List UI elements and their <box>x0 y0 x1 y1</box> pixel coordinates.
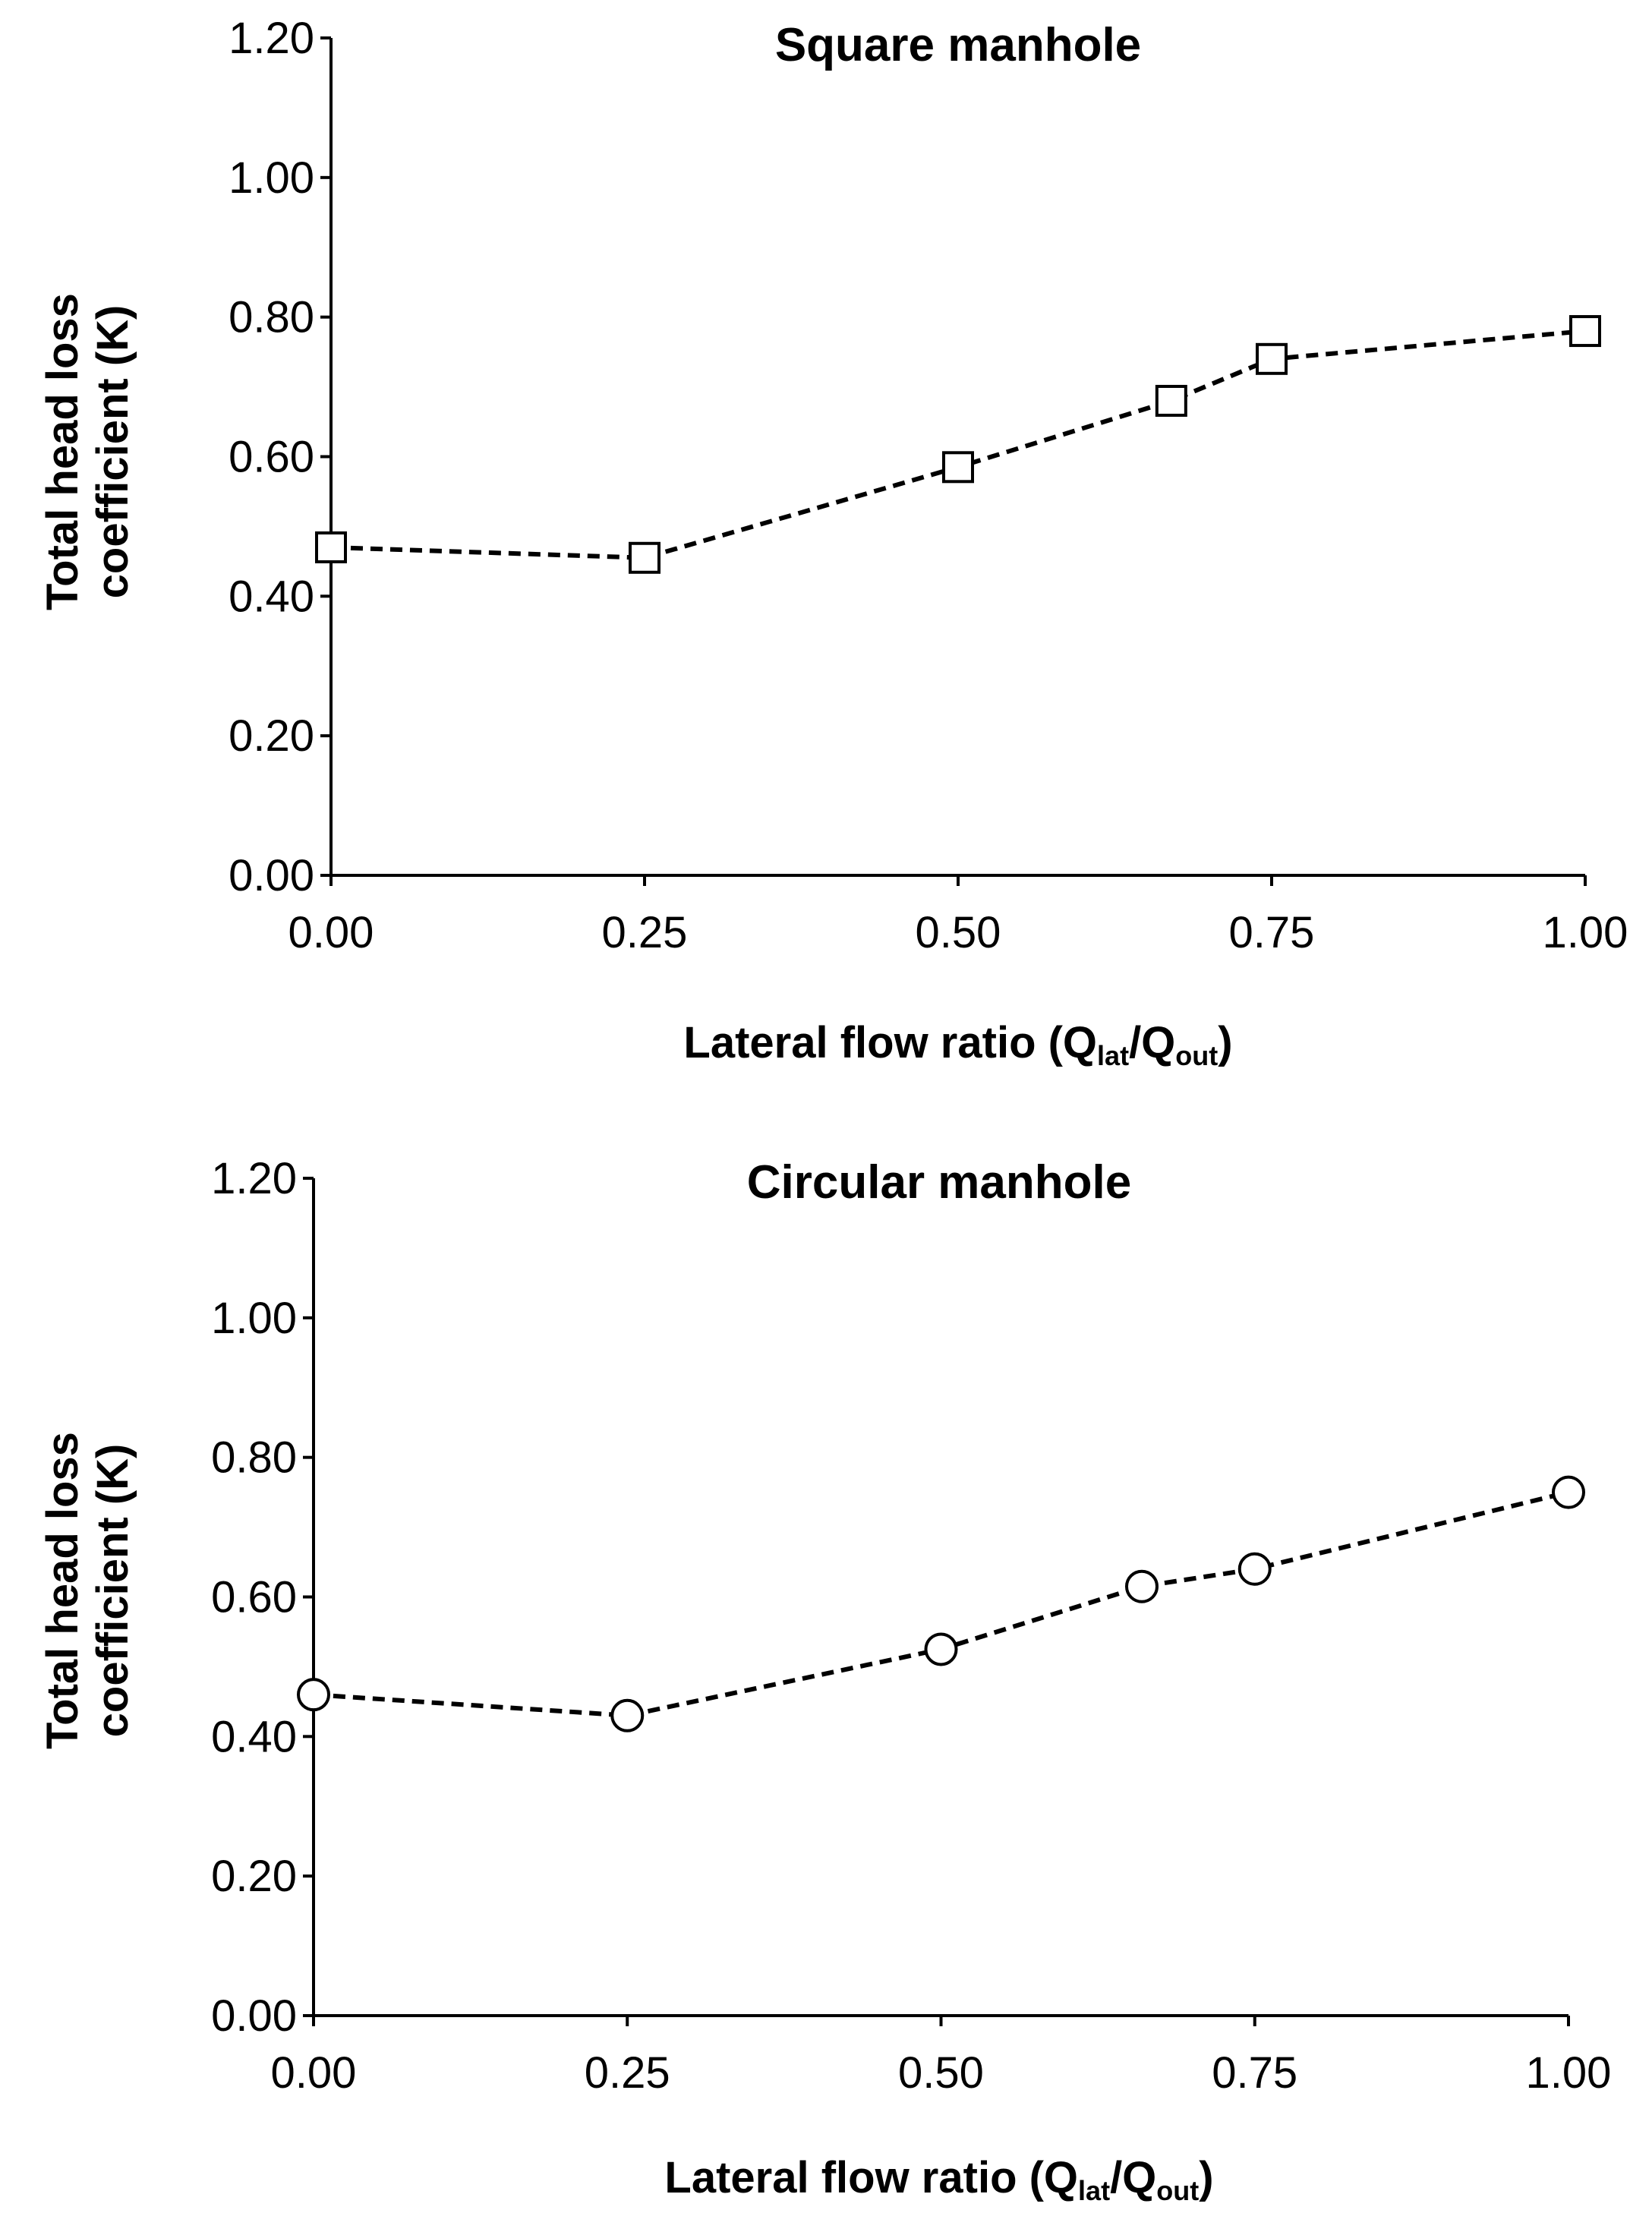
data-point-square <box>1155 384 1187 417</box>
x-tick-label: 1.00 <box>1543 908 1628 957</box>
x-tick-label: 1.00 <box>1526 2048 1612 2098</box>
data-point-circle <box>1124 1569 1159 1603</box>
y-axis-title: Total head loss coefficient (K) <box>38 1432 137 1749</box>
data-point-square <box>1256 342 1288 375</box>
chart-title: Circular manhole <box>747 1156 1131 1209</box>
y-tick-label: 0.00 <box>229 851 314 900</box>
square-manhole-chart: Square manhole Total head loss coefficie… <box>38 14 1628 1071</box>
x-tick-label: 0.25 <box>602 908 688 957</box>
x-tick-label: 0.25 <box>585 2048 670 2098</box>
y-tick-label: 1.20 <box>229 14 314 63</box>
data-point-circle <box>1237 1552 1272 1586</box>
x-axis-title-close: ) <box>1218 1018 1232 1067</box>
y-axis-title: Total head loss coefficient (K) <box>38 293 137 610</box>
y-tick-label: 0.80 <box>229 293 314 342</box>
data-point-circle <box>924 1632 958 1666</box>
y-tick-label: 0.20 <box>211 1852 297 1901</box>
series-line <box>313 1490 1569 1718</box>
x-axis-title-slash-q: /Q <box>1129 1018 1175 1067</box>
y-tick-label: 1.20 <box>211 1154 297 1203</box>
x-tick-label: 0.75 <box>1229 908 1315 957</box>
x-axis-title-subscript-lat: lat <box>1078 2175 1110 2206</box>
x-axis-title-main: Lateral flow ratio (Q <box>664 2153 1078 2202</box>
y-tick-label: 0.60 <box>211 1573 297 1622</box>
data-point-square <box>315 531 347 563</box>
x-tick-label: 0.50 <box>916 908 1001 957</box>
y-tick-label: 0.20 <box>229 711 314 761</box>
series-line <box>330 329 1586 560</box>
data-point-circle <box>297 1678 330 1712</box>
x-tick-label: 0.75 <box>1212 2048 1297 2098</box>
data-point-circle <box>610 1698 645 1732</box>
x-tick-label: 0.00 <box>288 908 374 957</box>
x-axis-title-slash-q: /Q <box>1110 2153 1156 2202</box>
y-axis-title-line-1: Total head loss <box>38 1432 87 1749</box>
y-axis-title-line-2: coefficient (K) <box>88 305 137 599</box>
x-axis-title-subscript-out: out <box>1175 1040 1218 1071</box>
x-tick-label: 0.50 <box>898 2048 984 2098</box>
y-axis-title-line-2: coefficient (K) <box>88 1444 137 1738</box>
x-axis-title: Lateral flow ratio (Qlat/Qout) <box>683 1018 1232 1071</box>
y-tick-label: 0.00 <box>211 1991 297 2041</box>
data-point-square <box>942 451 974 484</box>
y-tick-label: 0.40 <box>229 572 314 621</box>
y-tick-label: 1.00 <box>229 153 314 203</box>
chart-title: Square manhole <box>775 19 1141 71</box>
y-tick-label: 0.40 <box>211 1712 297 1761</box>
x-tick-label: 0.00 <box>271 2048 357 2098</box>
x-axis-title-subscript-lat: lat <box>1097 1040 1129 1071</box>
data-point-square <box>1569 315 1601 348</box>
x-axis-title-close: ) <box>1199 2153 1213 2202</box>
x-axis-title-subscript-out: out <box>1156 2175 1199 2206</box>
data-point-square <box>629 541 660 574</box>
y-tick-label: 1.00 <box>211 1294 297 1343</box>
x-axis-title: Lateral flow ratio (Qlat/Qout) <box>664 2153 1213 2206</box>
circular-manhole-chart: Circular manhole Total head loss coeffic… <box>38 1154 1611 2206</box>
x-axis-title-main: Lateral flow ratio (Q <box>683 1018 1097 1067</box>
y-axis-title-line-1: Total head loss <box>38 293 87 610</box>
y-tick-label: 0.60 <box>229 433 314 482</box>
data-point-circle <box>1552 1475 1585 1509</box>
y-tick-label: 0.80 <box>211 1433 297 1483</box>
